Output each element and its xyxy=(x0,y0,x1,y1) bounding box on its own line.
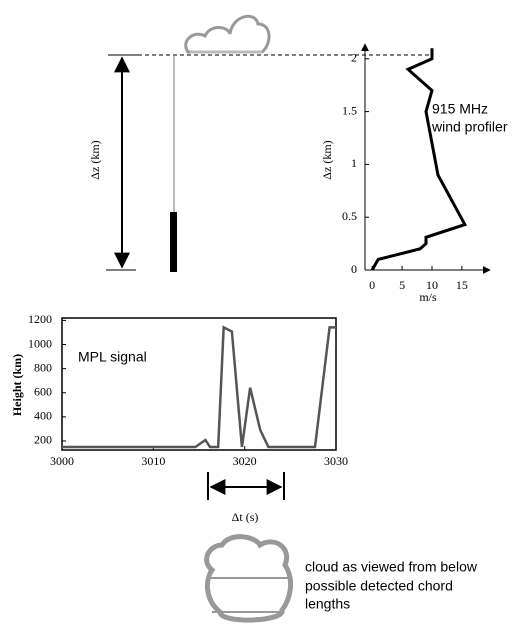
y-tick-label: 800 xyxy=(34,360,52,374)
annotation: wind profiler xyxy=(431,119,508,135)
y-tick-label: 400 xyxy=(34,409,52,423)
x-tick-label: 3010 xyxy=(141,454,165,468)
data-line xyxy=(62,325,336,449)
legend-line: cloud as viewed from below xyxy=(305,559,478,575)
y-tick-label: 1 xyxy=(351,156,357,170)
delta-t-label: Δt (s) xyxy=(232,510,259,524)
y-tick-label: 0 xyxy=(351,262,357,276)
legend-line: possible detected chord xyxy=(305,578,453,594)
y-tick-label: 1200 xyxy=(28,312,52,326)
lidar-instrument xyxy=(170,212,177,272)
x-tick-label: 10 xyxy=(426,278,438,292)
delta-z-label: Δz (km) xyxy=(88,140,102,179)
y-tick-label: 1.5 xyxy=(342,103,357,117)
y-tick-label: 200 xyxy=(34,433,52,447)
annotation: MPL signal xyxy=(78,349,147,365)
x-tick-label: 3000 xyxy=(50,454,74,468)
x-axis-label: m/s xyxy=(419,290,437,304)
plot-frame xyxy=(61,317,337,451)
x-tick-label: 3020 xyxy=(233,454,257,468)
annotation: 915 MHz xyxy=(432,101,488,117)
x-tick-label: 0 xyxy=(369,278,375,292)
y-tick-label: 2 xyxy=(351,51,357,65)
y-tick-label: 0.5 xyxy=(342,209,357,223)
y-tick-label: 600 xyxy=(34,384,52,398)
y-axis-label: Δz (km) xyxy=(320,140,334,179)
top-cloud xyxy=(184,14,271,54)
x-tick-label: 15 xyxy=(456,278,468,292)
y-axis-label: Height (km) xyxy=(10,354,24,416)
legend-line: lengths xyxy=(305,596,350,612)
x-tick-label: 3030 xyxy=(324,454,348,468)
x-tick-label: 5 xyxy=(399,278,405,292)
data-line xyxy=(370,48,468,271)
y-tick-label: 1000 xyxy=(28,336,52,350)
bottom-cloud xyxy=(204,534,294,623)
